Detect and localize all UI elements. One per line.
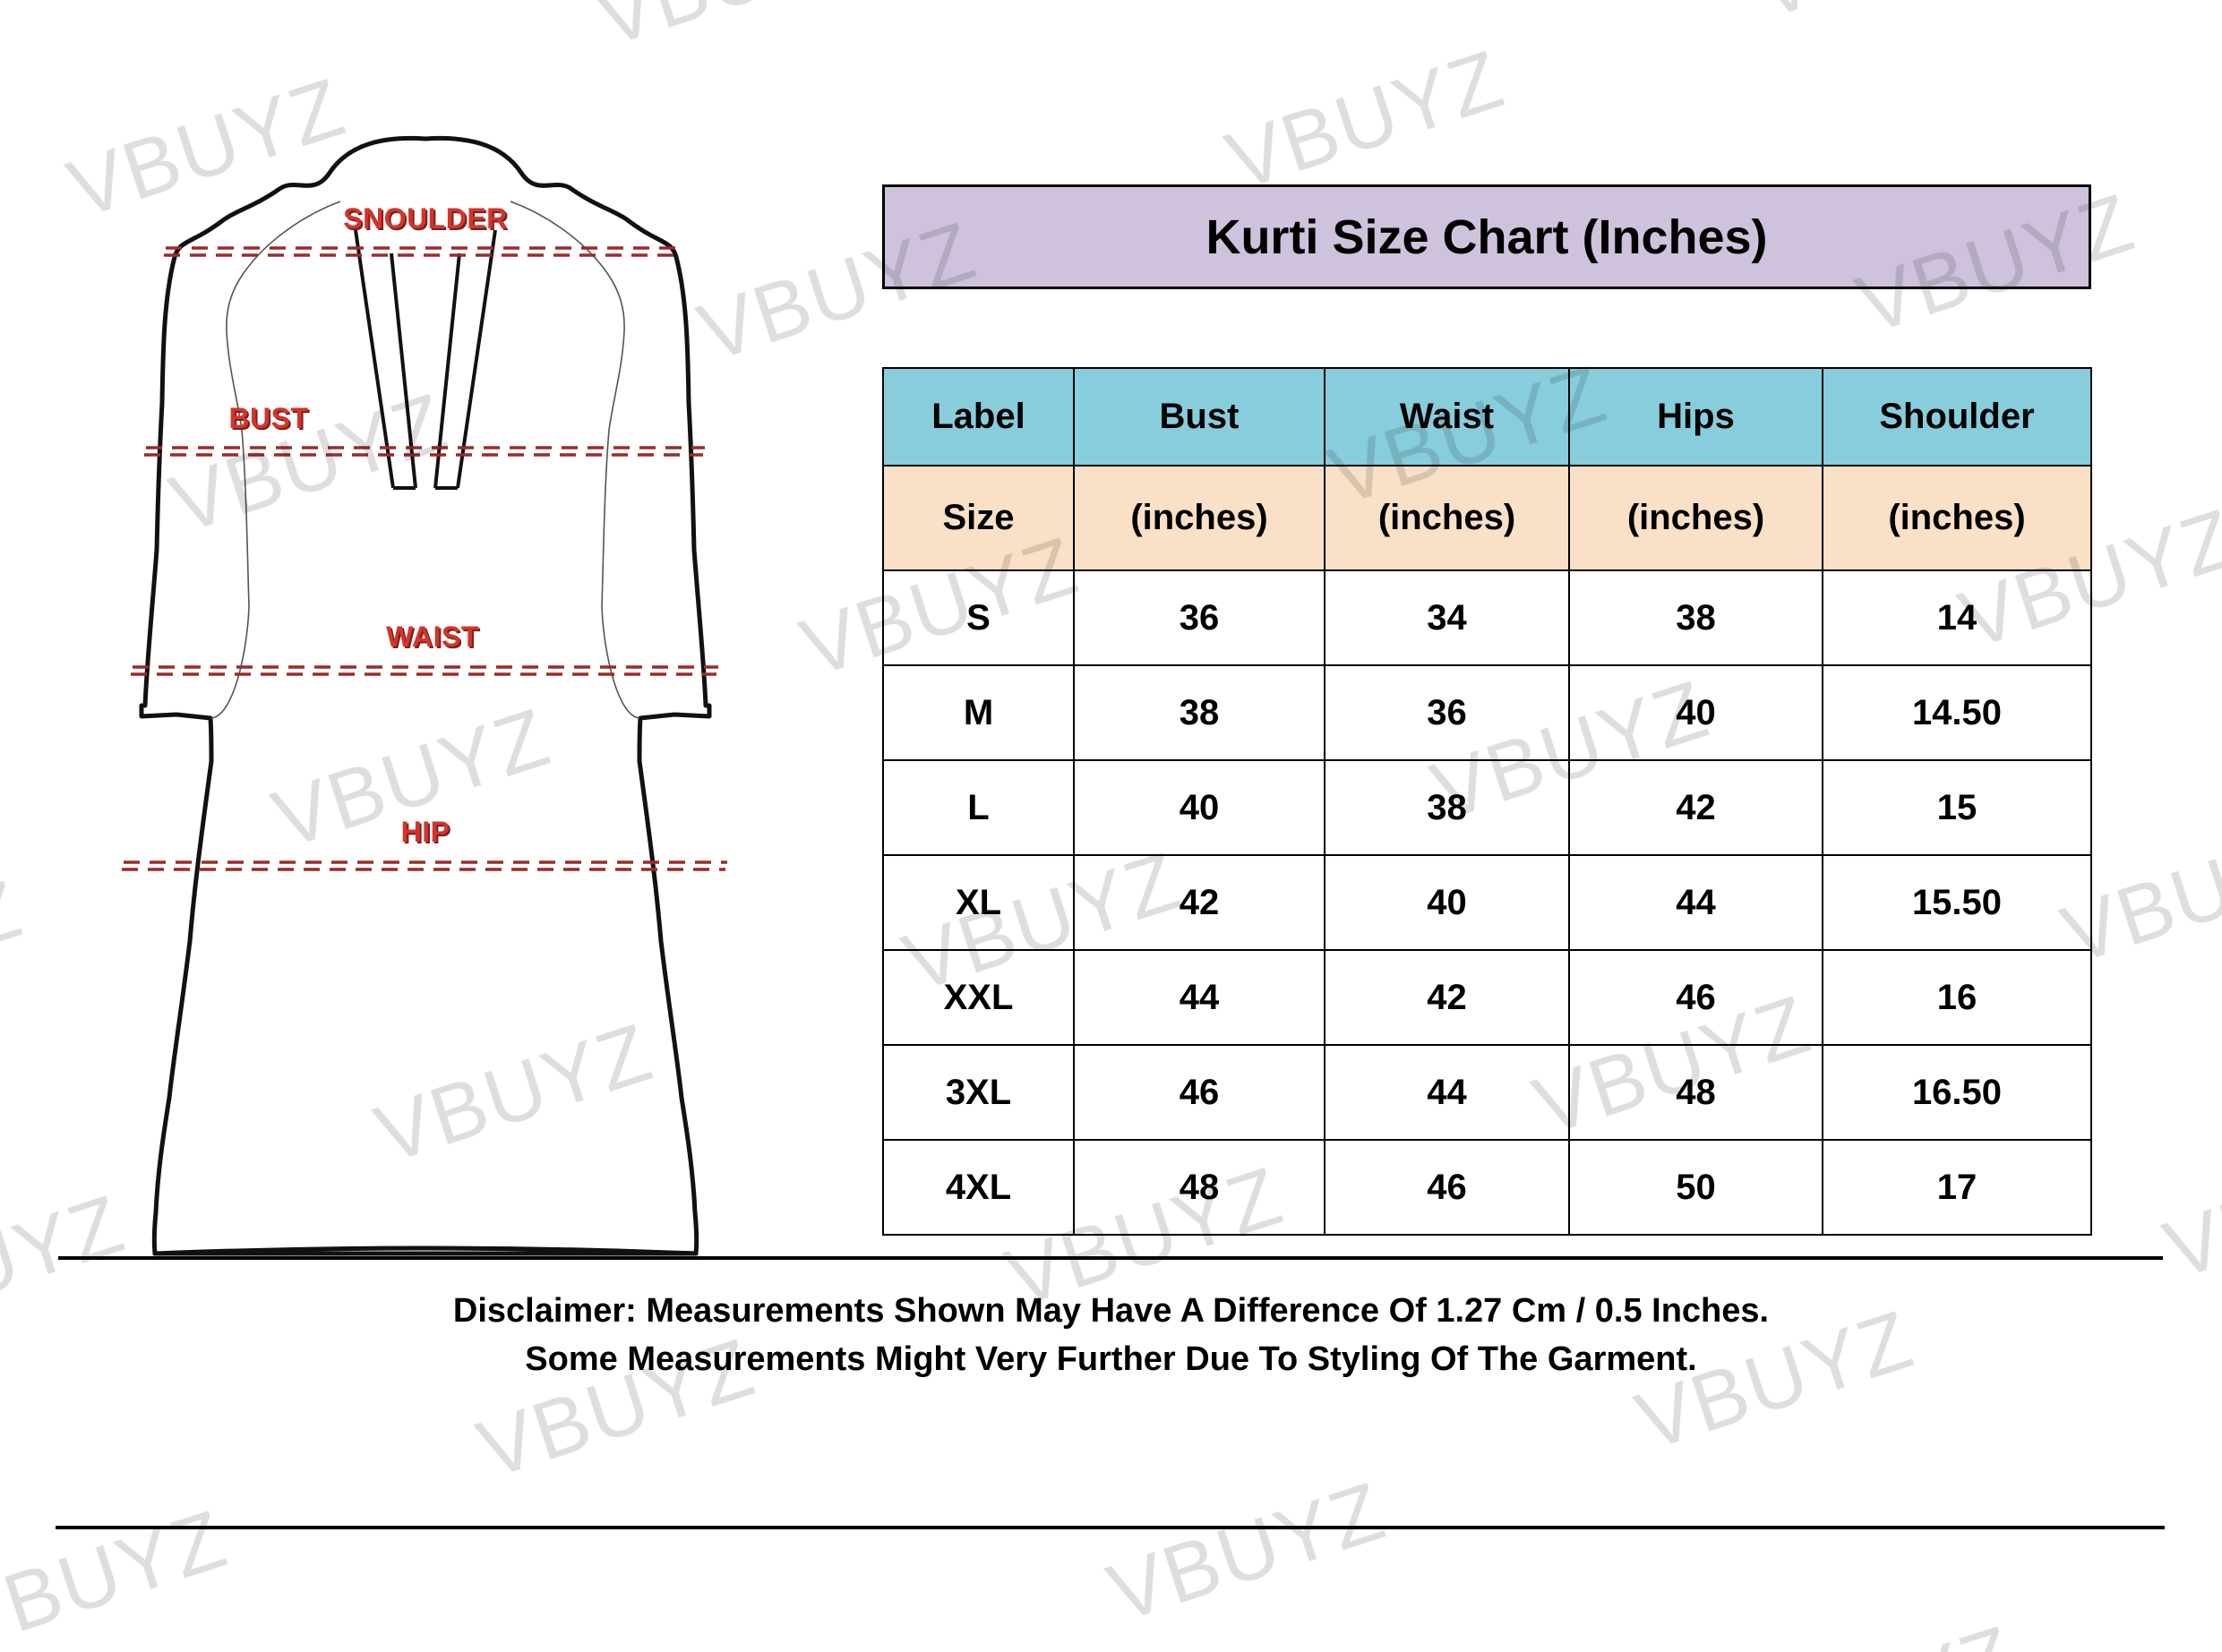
svg-text:SNOULDER: SNOULDER [343,202,508,235]
svg-text:HIP: HIP [401,816,450,848]
svg-text:WAIST: WAIST [386,621,479,653]
svg-text:BUST: BUST [228,402,308,434]
